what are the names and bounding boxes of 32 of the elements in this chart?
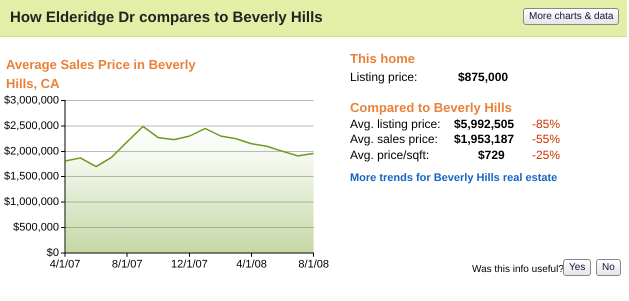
x-tick-label: 12/1/07 bbox=[171, 258, 208, 270]
text: -85% bbox=[532, 117, 560, 131]
text: Yes bbox=[563, 259, 592, 276]
text: This home bbox=[350, 51, 416, 66]
y-tick-label: $500,000 bbox=[13, 221, 60, 234]
y-tick-label: $0 bbox=[46, 246, 60, 259]
text: Was this info useful? bbox=[472, 264, 564, 275]
x-tick-label: 8/1/08 bbox=[298, 258, 330, 270]
text: Avg. sales price: bbox=[350, 132, 438, 146]
y-tick-label: $2,500,000 bbox=[4, 120, 60, 132]
chart-subtitle: Average Sales Price in Beverly Hills, CA bbox=[6, 56, 196, 93]
x-tick-label: 4/1/07 bbox=[50, 258, 80, 270]
text: -25% bbox=[532, 148, 560, 162]
text: $875,000 bbox=[458, 70, 508, 84]
text: Avg. price/sqft: bbox=[350, 148, 430, 162]
text: $5,992,505 bbox=[454, 117, 514, 131]
y-tick-label: $1,500,000 bbox=[4, 170, 60, 183]
text: $1,953,187 bbox=[454, 132, 514, 146]
text: No bbox=[596, 259, 621, 276]
text: $729 bbox=[478, 148, 505, 162]
x-tick-label: 4/1/08 bbox=[236, 258, 267, 270]
chart-title: How Elderidge Dr compares to Beverly Hills bbox=[10, 9, 323, 26]
x-tick-label: 8/1/07 bbox=[112, 258, 143, 270]
text: Avg. listing price: bbox=[350, 117, 440, 131]
text: More charts & data bbox=[523, 8, 620, 25]
text: More trends for Beverly Hills real estate bbox=[350, 172, 558, 184]
text: Listing price: bbox=[350, 70, 418, 84]
y-tick-label: $3,000,000 bbox=[4, 94, 60, 107]
text: -55% bbox=[532, 132, 560, 146]
y-tick-label: $1,000,000 bbox=[4, 196, 60, 208]
text: Compared to Beverly Hills bbox=[350, 100, 512, 115]
y-tick-label: $2,000,000 bbox=[4, 145, 60, 158]
